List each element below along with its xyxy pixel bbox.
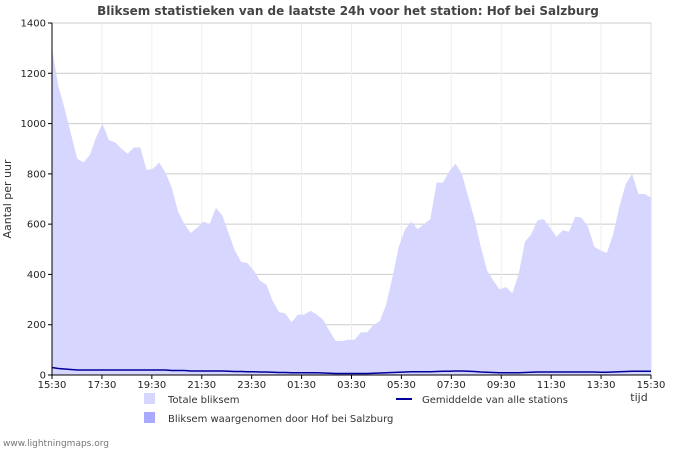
y-axis-label: Aantal per uur [1,159,14,239]
y-tick-label: 1400 [21,19,46,30]
y-tick-label: 0 [40,371,46,382]
x-tick-label: 17:30 [88,380,117,391]
x-tick-label: 15:30 [637,380,666,391]
legend-swatch-total [144,393,155,404]
x-tick-label: 01:30 [287,380,316,391]
y-tick-label: 200 [27,320,46,331]
footer-watermark: www.lightningmaps.org [3,439,109,449]
series [51,48,651,375]
legend-swatch-station [144,412,155,423]
legend: Totale bliksem Bliksem waargenomen door … [144,393,568,425]
x-axis-label: tijd [630,391,647,404]
x-tick-label: 11:30 [537,380,566,391]
x-tick-label: 13:30 [587,380,616,391]
legend-label-station: Bliksem waargenomen door Hof bei Salzbur… [168,414,393,425]
x-tick-label: 09:30 [487,380,516,391]
legend-label-average: Gemiddelde van alle stations [422,395,568,406]
y-tick-label: 600 [27,220,46,231]
x-tick-label: 05:30 [387,380,416,391]
y-tick-label: 1000 [21,119,46,130]
y-tick-label: 1200 [21,69,46,80]
y-tick-label: 800 [27,169,46,180]
chart-title: Bliksem statistieken van de laatste 24h … [97,4,599,18]
x-tick-label: 15:30 [38,380,67,391]
x-ticks: 15:30 17:30 19:30 21:30 23:30 01:30 03:30 05:30… [38,375,666,391]
series-line-2 [51,366,651,375]
y-tick-label: 400 [27,270,46,281]
x-tick-label: 19:30 [137,380,166,391]
series-area-0 [52,48,651,375]
legend-label-total: Totale bliksem [167,395,239,406]
y-ticks: 0 200 400 600 800 1000 1200 1400 [21,19,52,382]
x-tick-label: 07:30 [437,380,466,391]
x-tick-label: 21:30 [187,380,216,391]
x-tick-label: 23:30 [237,380,266,391]
x-tick-label: 03:30 [337,380,366,391]
